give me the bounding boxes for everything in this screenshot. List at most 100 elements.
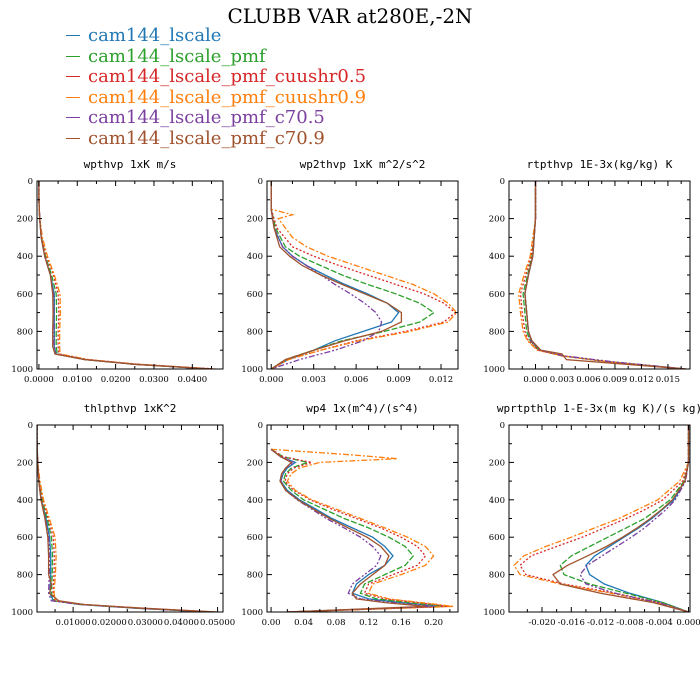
y-tick-label: 1000 (241, 608, 263, 618)
series-line-cam144_lscale_pmf (270, 181, 436, 369)
series-line-cam144_lscale_pmf_cuushr0.5 (38, 181, 216, 369)
legend-swatch (66, 137, 80, 139)
y-tick-label: 0 (258, 421, 263, 431)
x-tick-label: 0.02000 (92, 618, 127, 628)
x-tick-label: 0.0100 (62, 375, 92, 385)
x-tick-label: 0.01000 (56, 618, 91, 628)
panel-2: wp2thvp 1xK m^2/s^2020040060080010000.00… (241, 158, 459, 385)
y-tick-label: 1000 (241, 365, 263, 375)
series-line-cam144_lscale_pmf_c70.5 (38, 181, 212, 369)
legend-swatch (66, 117, 80, 118)
y-tick-label: 0 (28, 421, 33, 431)
y-tick-label: 400 (247, 496, 263, 506)
x-tick-label: -0.016 (558, 618, 585, 628)
x-tick-label: 0.05000 (200, 618, 235, 628)
x-tick-label: 0.0300 (139, 375, 169, 385)
legend-swatch (66, 35, 80, 36)
y-tick-label: 1000 (11, 608, 33, 618)
y-tick-label: 0 (500, 177, 505, 187)
legend-swatch (66, 55, 80, 57)
x-tick-label: 0.012 (629, 375, 653, 385)
y-tick-label: 200 (489, 215, 505, 225)
x-tick-label: 0.16 (392, 618, 411, 628)
x-tick-label: 0.03000 (128, 618, 163, 628)
y-tick-label: 400 (489, 496, 505, 506)
y-tick-label: 600 (17, 533, 33, 543)
panel-title: rtpthvp 1E-3x(kg/kg) K (527, 158, 673, 171)
y-tick-label: 200 (247, 215, 263, 225)
series-line-cam144_lscale_pmf (559, 425, 690, 612)
y-tick-label: 0 (500, 421, 505, 431)
legend-swatch (66, 76, 80, 77)
panel-title: thlpthvp 1xK^2 (84, 402, 177, 415)
series-group (518, 181, 686, 369)
series-line-cam144_lscale_pmf_c70.9 (37, 425, 218, 612)
y-tick-label: 800 (489, 571, 505, 581)
series-line-cam144_lscale_pmf_cuushr0.5 (519, 181, 686, 369)
series-group (270, 181, 458, 369)
x-tick-label: 0.000 (259, 375, 283, 385)
y-tick-label: 600 (247, 290, 263, 300)
legend-swatch (66, 96, 80, 98)
series-line-cam144_lscale_pmf_cuushr0.9 (518, 181, 686, 369)
series-line-cam144_lscale_pmf (522, 181, 686, 369)
panel-6: wprtpthlp 1-E-3x(m kg K)/(s kg) 0 200 400 60… (483, 402, 700, 628)
y-tick-label: 1000 (11, 365, 33, 375)
y-tick-label: 400 (489, 252, 505, 262)
series-line-cam144_lscale_pmf_c70.5 (270, 181, 383, 369)
y-tick-label: 400 (17, 496, 33, 506)
panel-title: wprtpthlp 1-E-3x(m kg K)/(s kg) (497, 402, 700, 415)
y-tick-label: 400 (247, 252, 263, 262)
y-tick-label: 600 (489, 290, 505, 300)
x-tick-label: 0.08 (327, 618, 346, 628)
y-tick-label: 800 (17, 571, 33, 581)
y-tick-label: 0 (28, 177, 33, 187)
x-tick-label: 0.003 (550, 375, 574, 385)
x-tick-label: 0.04 (294, 618, 313, 628)
panel-title: wp2thvp 1xK m^2/s^2 (300, 158, 426, 171)
x-tick-label: -0.012 (587, 618, 614, 628)
series-line-cam144_lscale_pmf_c70.9 (524, 181, 686, 369)
legend-label: cam144_lscale_pmf_c70.5 (88, 107, 325, 128)
plot-frame (36, 180, 224, 370)
series-line-cam144_lscale_pmf (37, 425, 211, 612)
series-line-cam144_lscale_pmf_c70.9 (270, 181, 403, 369)
plot-frame (36, 424, 224, 613)
series-line-cam144_lscale_pmf_cuushr0.5 (37, 425, 215, 612)
y-tick-label: 600 (17, 290, 33, 300)
x-tick-label: 0.009 (386, 375, 410, 385)
series-line-cam144_lscale_pmf_c70.9 (270, 448, 426, 612)
legend-label: cam144_lscale_pmf_cuushr0.5 (88, 66, 367, 87)
y-tick-label: 200 (489, 458, 505, 468)
x-tick-label: 0.006 (576, 375, 600, 385)
series-line-cam144_lscale_pmf_cuushr0.9 (38, 181, 216, 369)
figure-title: CLUBB VAR at280E,-2N (227, 4, 473, 28)
x-tick-label: 0.0200 (101, 375, 131, 385)
y-tick-label: 800 (17, 327, 33, 337)
series-line-cam144_lscale_pmf_c70.9 (552, 425, 690, 612)
y-tick-label: 400 (17, 252, 33, 262)
x-tick-label: -0.008 (616, 618, 643, 628)
series-group (270, 448, 454, 612)
x-tick-label: 0.000 (523, 375, 547, 385)
panel-title: wp4 1x(m^4)/(s^4) (306, 402, 419, 415)
y-tick-label: 800 (489, 327, 505, 337)
y-tick-label: 600 (247, 533, 263, 543)
y-tick-label: 800 (247, 571, 263, 581)
y-tick-label: 800 (247, 327, 263, 337)
legend-label: cam144_lscale (88, 25, 222, 46)
panel-3: rtpthvp 1E-3x(kg/kg) K 0 200 400 600 800 1000 0… (483, 158, 691, 385)
y-tick-label: 1000 (483, 365, 505, 375)
x-tick-label: 0.12 (359, 618, 378, 628)
x-tick-label: -0.004 (646, 618, 673, 628)
series-line-cam144_lscale (38, 181, 212, 369)
panel-title: wpthvp 1xK m/s (84, 158, 177, 171)
legend-label: cam144_lscale_pmf_c70.9 (88, 127, 325, 149)
series-line-cam144_lscale (37, 425, 211, 612)
plot-frame (508, 424, 691, 613)
series-group (513, 425, 690, 612)
series-line-cam144_lscale_pmf_cuushr0.9 (37, 425, 215, 612)
